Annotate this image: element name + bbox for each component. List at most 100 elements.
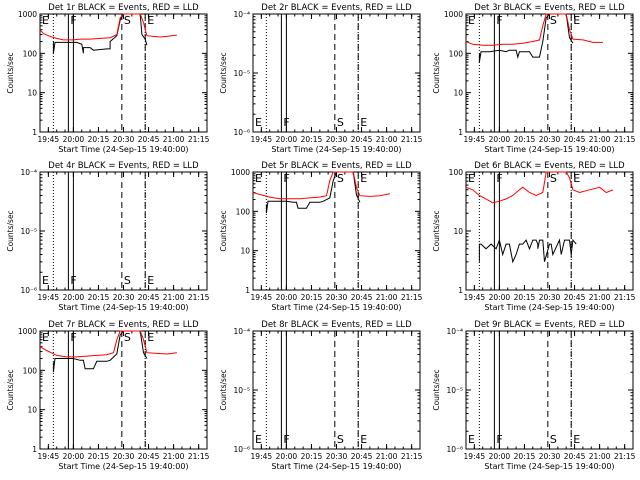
panel-det-6: Det 6r BLACK = Events, RED = LLD 1 10 100 Co… bbox=[432, 161, 636, 312]
x-tick-label: 21:00 bbox=[376, 135, 398, 144]
x-axis-label: Start Time (24-Sep-15 19:40:00) bbox=[271, 303, 401, 312]
series-lld-line bbox=[465, 171, 614, 204]
marker-label-s: S bbox=[124, 14, 131, 27]
marker-label-s: S bbox=[550, 14, 557, 27]
x-tick-label: 20:30 bbox=[539, 293, 561, 302]
x-tick-label: 20:45 bbox=[351, 293, 373, 302]
x-tick-label: 20:30 bbox=[113, 452, 135, 461]
x-tick-label: 21:15 bbox=[401, 135, 423, 144]
x-tick-label: 19:45 bbox=[38, 452, 60, 461]
y-tick-label: 10⁻⁴ bbox=[20, 168, 37, 177]
marker-label-s: S bbox=[337, 172, 344, 185]
marker-label-edge: E bbox=[468, 433, 475, 446]
x-tick-label: 21:15 bbox=[614, 293, 636, 302]
y-tick-label: 10⁻⁶ bbox=[20, 286, 37, 295]
plot-frame bbox=[252, 330, 421, 450]
y-tick-label: 100 bbox=[23, 49, 38, 58]
series-lld-line bbox=[39, 330, 177, 358]
x-tick-label: 20:45 bbox=[351, 452, 373, 461]
y-tick-label: 10⁻⁵ bbox=[446, 386, 463, 395]
marker-label-edge: E bbox=[255, 433, 262, 446]
marker-label-e: E bbox=[360, 172, 367, 185]
y-tick-label: 10⁻⁵ bbox=[20, 227, 37, 236]
panel-det-8: Det 8r BLACK = Events, RED = LLD 10⁻⁶ 10⁻⁵… bbox=[219, 320, 423, 471]
x-tick-label: 19:45 bbox=[251, 293, 273, 302]
plot-frame bbox=[39, 330, 208, 450]
x-axis-label: Start Time (24-Sep-15 19:40:00) bbox=[58, 303, 188, 312]
plot-frame bbox=[39, 171, 208, 291]
x-tick-label: 19:45 bbox=[464, 452, 486, 461]
y-tick-label: 10 bbox=[27, 406, 37, 415]
x-tick-label: 20:00 bbox=[63, 452, 85, 461]
series-events-line bbox=[478, 238, 577, 264]
x-tick-label: 19:45 bbox=[251, 452, 273, 461]
marker-label-edge: E bbox=[255, 116, 262, 129]
y-tick-label: 10⁻⁵ bbox=[233, 69, 250, 78]
panel-det-3: Det 3r BLACK = Events, RED = LLD 1 10 100 10… bbox=[432, 3, 636, 154]
marker-label-e: E bbox=[360, 116, 367, 129]
plot-frame bbox=[465, 171, 634, 291]
x-tick-label: 20:00 bbox=[489, 452, 511, 461]
marker-label-e: E bbox=[573, 433, 580, 446]
x-tick-label: 20:30 bbox=[326, 135, 348, 144]
panel-title: Det 1r BLACK = Events, RED = LLD bbox=[48, 3, 199, 13]
series-lld-line bbox=[39, 13, 177, 41]
y-tick-label: 1 bbox=[32, 445, 37, 454]
plot-frame bbox=[39, 13, 208, 133]
x-tick-label: 20:00 bbox=[63, 135, 85, 144]
marker-label-s: S bbox=[124, 274, 131, 287]
x-axis-label: Start Time (24-Sep-15 19:40:00) bbox=[271, 462, 401, 471]
x-tick-label: 20:15 bbox=[301, 452, 323, 461]
x-tick-label: 20:15 bbox=[88, 452, 110, 461]
x-tick-label: 21:00 bbox=[589, 135, 611, 144]
panel-det-5: Det 5r BLACK = Events, RED = LLD 1 10 100 10… bbox=[219, 161, 423, 312]
y-tick-label: 1000 bbox=[444, 10, 463, 19]
y-tick-label: 1000 bbox=[231, 168, 250, 177]
x-axis-label: Start Time (24-Sep-15 19:40:00) bbox=[484, 462, 614, 471]
x-tick-label: 21:15 bbox=[188, 293, 210, 302]
panel-title: Det 8r BLACK = Events, RED = LLD bbox=[261, 320, 412, 330]
x-axis-label: Start Time (24-Sep-15 19:40:00) bbox=[58, 462, 188, 471]
series-lld-line bbox=[465, 13, 603, 46]
x-tick-label: 20:45 bbox=[564, 135, 586, 144]
y-tick-label: 10⁻⁶ bbox=[446, 445, 463, 454]
x-tick-label: 21:15 bbox=[188, 135, 210, 144]
marker-label-s: S bbox=[550, 433, 557, 446]
panel-det-9: Det 9r BLACK = Events, RED = LLD 10⁻⁶ 10⁻⁵… bbox=[432, 320, 636, 471]
x-tick-label: 19:45 bbox=[251, 135, 273, 144]
y-axis-label: Counts/sec bbox=[432, 369, 441, 410]
x-tick-label: 20:30 bbox=[539, 452, 561, 461]
y-tick-label: 10 bbox=[453, 227, 463, 236]
x-tick-label: 20:30 bbox=[539, 135, 561, 144]
panel-title: Det 3r BLACK = Events, RED = LLD bbox=[474, 3, 625, 13]
y-tick-label: 1 bbox=[32, 128, 37, 137]
y-axis-label: Counts/sec bbox=[432, 210, 441, 251]
y-axis-label: Counts/sec bbox=[219, 369, 228, 410]
x-tick-label: 21:15 bbox=[614, 452, 636, 461]
marker-label-edge: E bbox=[42, 274, 49, 287]
marker-label-e: E bbox=[147, 331, 154, 344]
x-tick-label: 21:00 bbox=[163, 135, 185, 144]
y-tick-label: 10⁻⁴ bbox=[233, 10, 250, 19]
x-tick-label: 20:00 bbox=[276, 452, 298, 461]
x-tick-label: 20:15 bbox=[88, 135, 110, 144]
x-tick-label: 20:45 bbox=[138, 293, 160, 302]
panel-det-1: Det 1r BLACK = Events, RED = LLD 1 10 100 10… bbox=[6, 3, 210, 154]
x-tick-label: 19:45 bbox=[38, 135, 60, 144]
x-tick-label: 21:00 bbox=[163, 293, 185, 302]
x-tick-label: 19:45 bbox=[464, 293, 486, 302]
y-tick-label: 10 bbox=[27, 89, 37, 98]
panel-title: Det 9r BLACK = Events, RED = LLD bbox=[474, 320, 625, 330]
x-tick-label: 21:00 bbox=[589, 452, 611, 461]
x-tick-label: 20:15 bbox=[514, 135, 536, 144]
x-tick-label: 20:00 bbox=[489, 293, 511, 302]
series-events-line bbox=[52, 13, 148, 54]
x-tick-label: 20:45 bbox=[564, 293, 586, 302]
y-tick-label: 1000 bbox=[18, 10, 37, 19]
x-tick-label: 21:15 bbox=[614, 135, 636, 144]
panel-title: Det 5r BLACK = Events, RED = LLD bbox=[261, 161, 412, 171]
x-tick-label: 20:15 bbox=[301, 135, 323, 144]
panel-title: Det 2r BLACK = Events, RED = LLD bbox=[261, 3, 412, 13]
series-events-line bbox=[52, 330, 148, 373]
